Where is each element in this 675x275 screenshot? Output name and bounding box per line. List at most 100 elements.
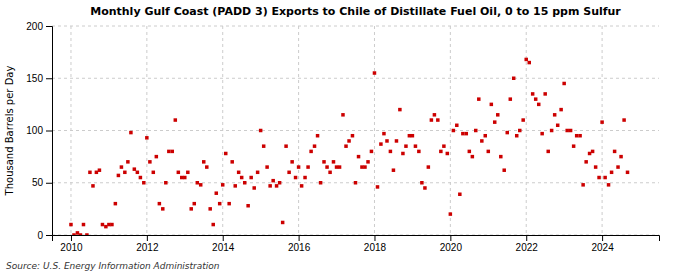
point <box>487 150 491 154</box>
point <box>575 134 579 138</box>
point <box>69 223 73 227</box>
point <box>515 134 519 138</box>
point <box>237 171 241 175</box>
y-axis: 050100150200 <box>26 21 52 241</box>
point <box>468 150 472 154</box>
grid-line <box>450 26 451 235</box>
point <box>430 118 434 122</box>
plot-area: 2010201220142016201820202022202405010015… <box>26 21 659 253</box>
point <box>120 165 124 169</box>
point <box>540 132 544 136</box>
point <box>101 223 105 227</box>
grid-line <box>222 26 223 235</box>
tick-mark <box>46 131 52 132</box>
point <box>306 165 310 169</box>
point <box>193 202 197 206</box>
point <box>512 77 515 81</box>
point <box>152 171 156 175</box>
point <box>370 150 374 154</box>
point <box>91 184 95 188</box>
point <box>287 171 291 175</box>
point <box>98 168 102 172</box>
point <box>490 103 494 107</box>
point <box>117 174 121 178</box>
point <box>452 129 456 133</box>
point <box>433 113 437 117</box>
point <box>79 233 83 235</box>
tick-mark <box>374 235 375 241</box>
tick-mark <box>46 26 52 27</box>
tick: 50 <box>32 177 52 188</box>
point <box>465 132 469 136</box>
point <box>215 191 219 195</box>
point <box>408 134 412 138</box>
point <box>518 129 522 133</box>
point <box>360 165 364 169</box>
point <box>211 223 215 227</box>
point <box>325 165 329 169</box>
point <box>427 165 431 169</box>
point <box>180 176 184 180</box>
point <box>537 103 541 107</box>
point <box>449 212 453 216</box>
point <box>148 160 152 164</box>
grid-line <box>70 26 71 235</box>
grid-line <box>374 26 375 235</box>
point <box>313 144 317 148</box>
point <box>565 129 569 133</box>
tick: 200 <box>26 21 52 32</box>
tick: 2018 <box>364 235 387 253</box>
tick-label: 2010 <box>60 242 83 253</box>
point <box>499 155 503 159</box>
point <box>496 113 500 117</box>
point <box>174 118 178 122</box>
tick: 2022 <box>516 235 539 253</box>
point <box>344 144 348 148</box>
point <box>439 150 443 154</box>
y-axis-title: Thousand Barrels per Day <box>4 66 15 197</box>
tick-mark <box>46 78 52 79</box>
point <box>177 171 181 175</box>
point <box>559 108 563 112</box>
point <box>129 131 133 135</box>
point <box>268 184 272 188</box>
point <box>626 171 630 175</box>
point <box>196 181 200 185</box>
point <box>284 144 288 148</box>
point <box>411 134 415 138</box>
point <box>230 160 234 164</box>
point <box>562 82 566 86</box>
point <box>616 165 620 169</box>
point <box>534 97 538 101</box>
point <box>373 71 377 75</box>
point <box>581 183 585 187</box>
point <box>423 186 427 190</box>
point <box>227 202 231 206</box>
point <box>417 150 421 154</box>
point <box>524 58 528 62</box>
point <box>357 155 361 159</box>
point <box>243 181 247 185</box>
tick-label: 150 <box>26 73 43 84</box>
title: Monthly Gulf Coast (PADD 3) Exports to C… <box>90 5 621 18</box>
point <box>603 176 607 180</box>
point <box>133 167 137 171</box>
point <box>114 202 118 206</box>
tick-mark <box>450 235 451 241</box>
point <box>385 139 389 143</box>
point <box>142 181 146 185</box>
point <box>300 184 304 188</box>
tick-label: 2016 <box>288 242 311 253</box>
point <box>297 165 301 169</box>
point <box>205 165 209 169</box>
axis-line <box>53 236 660 242</box>
point <box>401 152 405 156</box>
point <box>82 223 86 227</box>
point <box>186 171 190 175</box>
tick-label: 2022 <box>516 242 539 253</box>
tick-label: 2012 <box>136 242 159 253</box>
point <box>531 92 535 96</box>
point <box>594 165 598 169</box>
tick: 0 <box>37 230 52 241</box>
point <box>379 142 383 146</box>
